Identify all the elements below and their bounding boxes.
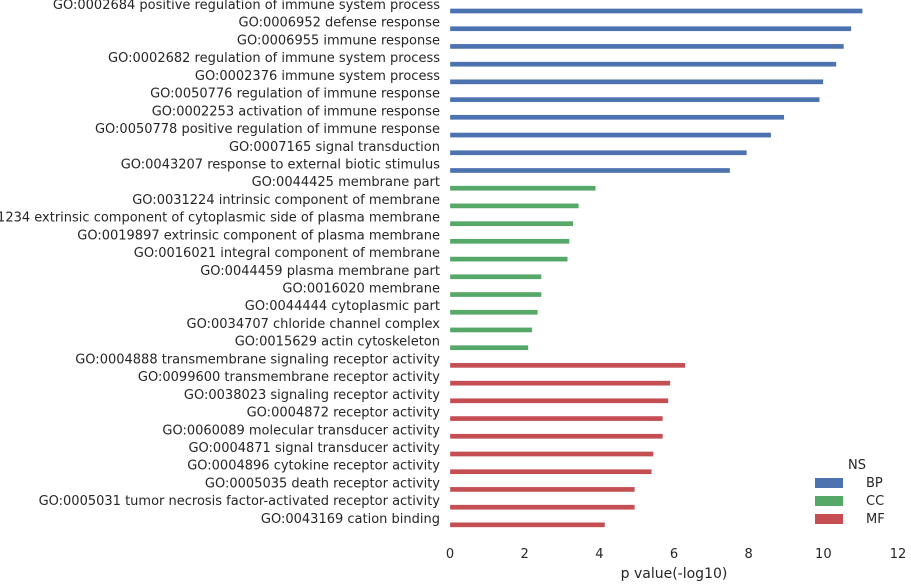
x-axis-title: p value(-log10)	[621, 566, 728, 582]
x-tick-label: 6	[670, 547, 678, 562]
category-label: GO:0004888 transmembrane signaling recep…	[75, 352, 440, 367]
x-tick-label: 10	[815, 547, 832, 562]
bar-go-0031234	[449, 220, 574, 227]
category-label: GO:0016021 integral component of membran…	[134, 246, 440, 261]
bar-go-0044459	[449, 274, 542, 280]
x-tick-label: 8	[745, 547, 753, 562]
legend-title: NS	[848, 458, 866, 473]
category-label: GO:0099600 transmembrane receptor activi…	[138, 370, 440, 385]
category-label: GO:0019897 extrinsic component of plasma…	[77, 228, 440, 243]
bar-go-0050776	[449, 96, 820, 103]
bar-go-0050778	[449, 132, 772, 138]
bar-go-0015629	[449, 345, 529, 351]
x-axis-ticks: 0 2 4 6 8 10 12	[446, 547, 906, 562]
bar-go-0043169	[449, 522, 606, 528]
category-label: GO:0044459 plasma membrane part	[200, 264, 440, 279]
bar-go-0002253	[449, 114, 785, 120]
bar-go-0044444	[449, 309, 538, 315]
category-label: GO:0007165 signal transduction	[229, 140, 440, 155]
x-tick-label: 0	[446, 547, 454, 562]
legend-swatch-bp	[815, 478, 843, 488]
bar-go-0031224	[449, 203, 579, 209]
bar-go-0016020	[449, 291, 542, 298]
category-label: GO:0038023 signaling receptor activity	[184, 388, 440, 403]
bar-go-0005031	[449, 504, 635, 510]
category-label: GO:0006952 defense response	[239, 16, 441, 31]
legend-label-mf: MF	[866, 512, 885, 527]
category-label: GO:0002684 positive regulation of immune…	[53, 0, 440, 13]
bar-go-0004872	[449, 415, 663, 422]
x-tick-label: 4	[595, 547, 603, 562]
category-label: GO:0044425 membrane part	[252, 175, 440, 190]
bar-go-0004871	[449, 451, 654, 457]
category-label: GO:0015629 actin cytoskeleton	[235, 335, 440, 350]
legend-swatch-cc	[815, 496, 843, 506]
category-label: GO:0004896 cytokine receptor activity	[187, 459, 440, 474]
bar-go-0006952	[449, 26, 852, 32]
bar-go-0034707	[449, 327, 533, 333]
category-label: GO:0016020 membrane	[282, 282, 440, 297]
category-label: GO:0002682 regulation of immune system p…	[108, 51, 440, 66]
category-label: GO:0005035 death receptor activity	[205, 476, 440, 491]
category-label: GO:0006955 immune response	[237, 33, 440, 48]
bar-go-0002684	[449, 8, 863, 14]
category-label: GO:0031234 extrinsic component of cytopl…	[0, 211, 440, 226]
category-label: GO:0050776 regulation of immune response	[150, 87, 440, 102]
category-label: GO:0004872 receptor activity	[247, 406, 441, 421]
bar-go-0016021	[449, 256, 568, 262]
category-label: GO:0002376 immune system process	[195, 69, 440, 84]
category-label: GO:0060089 molecular transducer activity	[162, 423, 440, 438]
bar-go-0004896	[449, 469, 652, 475]
bar-go-0005035	[449, 486, 635, 493]
bar-go-0002376	[449, 79, 824, 85]
bar-go-0007165	[449, 150, 747, 156]
bar-go-0002682	[449, 61, 837, 67]
category-label: GO:0002253 activation of immune response	[152, 104, 440, 119]
category-label: GO:0043207 response to external biotic s…	[121, 157, 441, 172]
category-label: GO:0043169 cation binding	[261, 512, 440, 527]
legend-label-bp: BP	[866, 476, 883, 491]
x-tick-label: 12	[890, 547, 907, 562]
bar-go-0060089	[449, 433, 663, 439]
bars-group	[449, 8, 863, 528]
bar-go-0038023	[449, 398, 669, 404]
bar-go-0043207	[449, 167, 731, 174]
bar-go-0044425	[449, 185, 596, 191]
category-label: GO:0050778 positive regulation of immune…	[95, 122, 440, 137]
bar-go-0099600	[449, 380, 671, 386]
legend-label-cc: CC	[866, 494, 884, 509]
x-tick-label: 2	[521, 547, 529, 562]
category-labels: GO:0002684 positive regulation of immune…	[0, 0, 440, 527]
category-label: GO:0005031 tumor necrosis factor-activat…	[39, 494, 441, 509]
bar-go-0019897	[449, 238, 570, 245]
category-label: GO:0044444 cytoplasmic part	[245, 299, 440, 314]
bar-go-0004888	[449, 362, 686, 369]
bar-go-0006955	[449, 43, 845, 50]
category-label: GO:0031224 intrinsic component of membra…	[132, 193, 440, 208]
legend-swatch-mf	[815, 514, 843, 524]
category-label: GO:0004871 signal transducer activity	[188, 441, 440, 456]
category-label: GO:0034707 chloride channel complex	[187, 317, 441, 332]
